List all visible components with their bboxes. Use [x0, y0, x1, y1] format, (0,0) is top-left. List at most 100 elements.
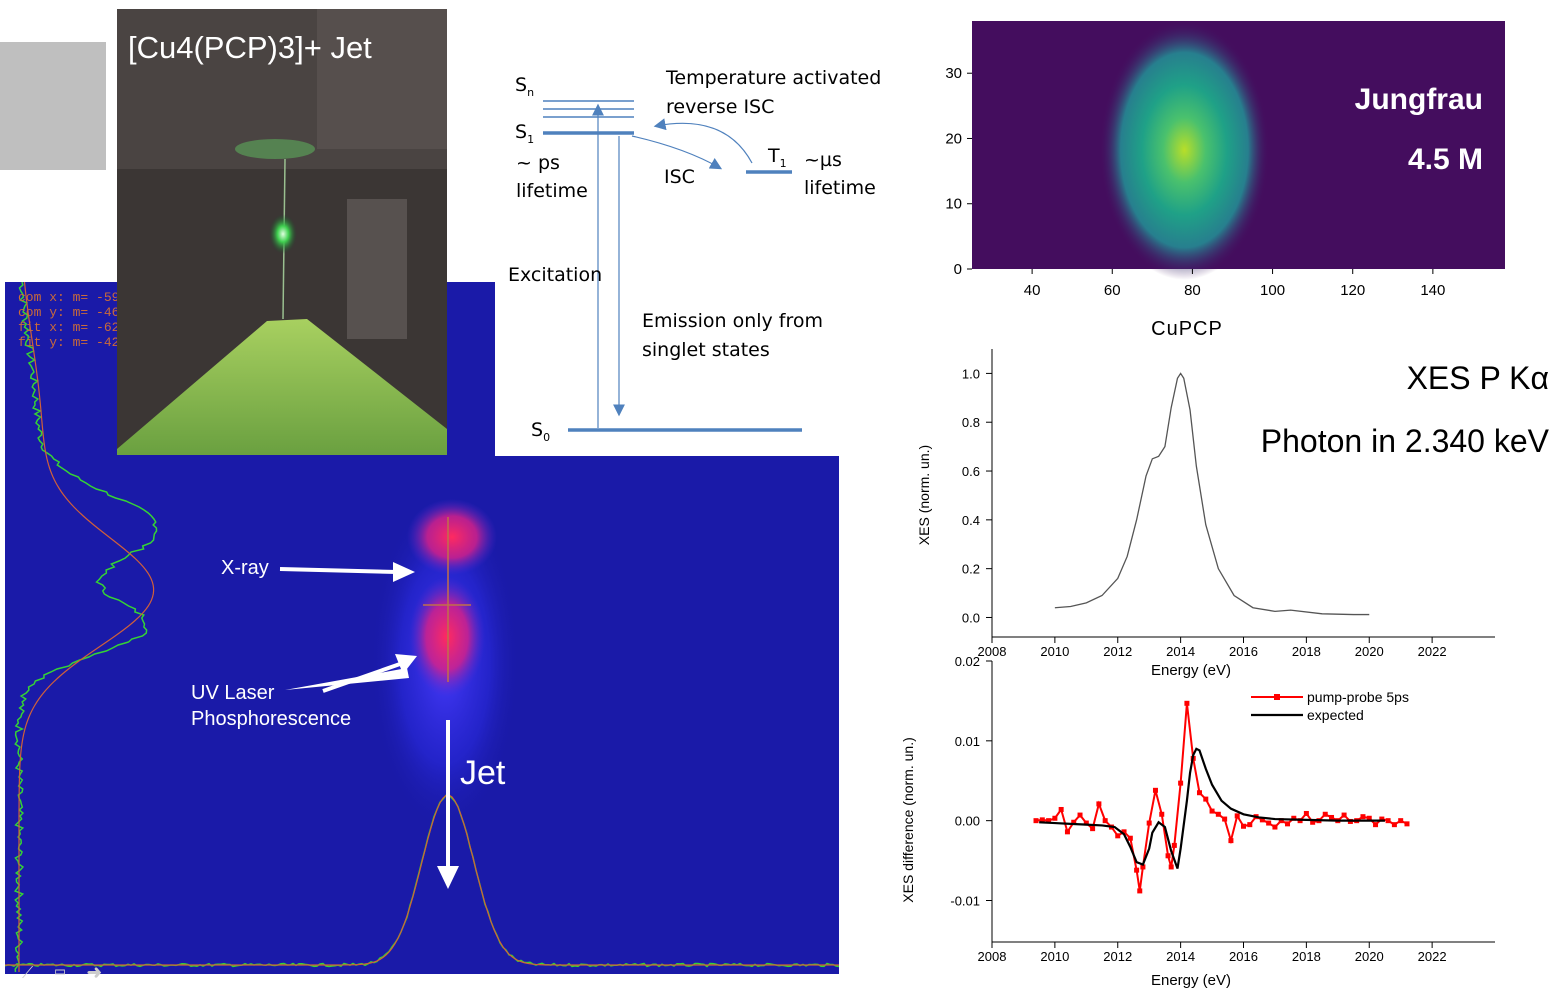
gray-accent-box [0, 42, 106, 170]
diff-axes: 2008 2010 2012 2014 2016 2018 2020 2022 -0.01 0.0… [950, 654, 1495, 964]
pump-probe-point [1329, 814, 1335, 820]
slide-nav-icons[interactable]: ⟋ ▭ ➜ [22, 965, 110, 982]
pump-probe-point [1165, 853, 1171, 859]
jungfrau-label: Jungfrau [1354, 83, 1483, 116]
jet-luminescence [269, 214, 297, 254]
pump-probe-point [1373, 822, 1379, 828]
x-tick-label: 2018 [1292, 949, 1321, 964]
pump-probe-point [1278, 818, 1284, 824]
jet-photo-illustration [117, 9, 447, 455]
x-tick-label: 2020 [1355, 949, 1384, 964]
pump-probe-point [1215, 811, 1221, 817]
x-tick-label: 2010 [1040, 644, 1069, 659]
xes-ylabel: XES (norm. un.) [916, 445, 932, 545]
xray-label: X-ray [221, 557, 269, 579]
jet-label: Jet [460, 754, 506, 792]
pump-probe-point [1178, 780, 1184, 786]
pump-probe-point [1134, 867, 1140, 873]
x-tick-label: 2014 [1166, 949, 1195, 964]
pump-probe-point [1303, 810, 1309, 816]
xes-svg: 2008 2010 2012 2014 2016 2018 2020 2022 0.0 0.2 0.… [916, 349, 1495, 679]
pump-probe-point [1184, 700, 1190, 706]
heatmap-y-tick-label: 30 [945, 65, 962, 82]
x-tick-label: 2014 [1166, 644, 1195, 659]
pump-probe-point [1285, 821, 1291, 827]
reverse-isc-label-1: Temperature activated [665, 67, 881, 89]
x-tick-label: 2022 [1418, 644, 1447, 659]
pump-probe-point [1366, 815, 1372, 821]
x-tick-label: 2022 [1418, 949, 1447, 964]
pump-probe-point [1052, 815, 1058, 821]
y-tick-label: 0.02 [955, 655, 980, 669]
heatmap-xlabel: CuPCP [1151, 318, 1223, 340]
pump-probe-point [1247, 822, 1253, 828]
diff-ylabel: XES difference (norm. un.) [900, 737, 916, 902]
y-tick-label: 0.01 [955, 734, 980, 749]
pump-probe-series-line [1035, 703, 1408, 892]
t1-lifetime-1: ~µs [804, 149, 842, 171]
photo-title: [Cu4(PCP)3]+ Jet [128, 30, 372, 65]
pump-probe-point [1064, 829, 1070, 835]
uv-laser-label: UV Laser [191, 682, 275, 704]
pump-probe-point [1228, 838, 1234, 844]
pump-probe-point [1090, 826, 1096, 832]
pump-probe-point [1140, 864, 1146, 870]
pump-probe-point [1360, 814, 1366, 820]
nozzle-cone [117, 319, 447, 455]
emission-label-2: singlet states [642, 339, 770, 361]
y-tick-label: 0.00 [955, 814, 980, 829]
pump-probe-point [1039, 817, 1045, 823]
heatmap-x-tick-label: 40 [1024, 282, 1041, 299]
heatmap-x-tick-label: 140 [1420, 282, 1445, 299]
detector-legend: com x: m= -59 com y: m= -46 fit x: m= -6… [18, 290, 119, 350]
heatmap-x-tick-label: 120 [1340, 282, 1365, 299]
xes-axes: 2008 2010 2012 2014 2016 2018 2020 2022 0.0 0.2 0.… [962, 349, 1495, 659]
heatmap-y-tick-label: 10 [945, 196, 962, 213]
xes-difference-chart: 2008 2010 2012 2014 2016 2018 2020 2022 -0.01 0.0… [895, 654, 1505, 995]
pump-probe-point [1341, 812, 1347, 818]
emission-label-1: Emission only from [642, 310, 823, 332]
pump-probe-point [1083, 820, 1089, 826]
legend-line: fit y: m= -42 [18, 335, 120, 350]
t1-lifetime-2: lifetime [804, 177, 876, 199]
pump-probe-point [1152, 787, 1158, 793]
jet-photo [117, 9, 447, 455]
pump-probe-point [1291, 815, 1297, 821]
uv-arrow-head [395, 654, 417, 674]
xray-spot [407, 499, 497, 575]
x-tick-label: 2016 [1229, 644, 1258, 659]
pump-probe-point [1146, 820, 1152, 826]
x-tick-label: 2008 [978, 949, 1007, 964]
pump-probe-point [1241, 823, 1246, 829]
pump-probe-point [1322, 811, 1328, 817]
s1-lifetime-2: lifetime [516, 180, 588, 202]
heatmap-x-tick-label: 80 [1184, 282, 1201, 299]
x-tick-label: 2012 [1103, 644, 1132, 659]
photo-bracket [347, 199, 407, 339]
heatmap-x-tick-label: 100 [1260, 282, 1285, 299]
pump-probe-point [1272, 824, 1278, 830]
detector-cover [495, 282, 840, 456]
diff-svg: 2008 2010 2012 2014 2016 2018 2020 2022 -0.01 0.0… [900, 654, 1495, 989]
pump-probe-point [1077, 812, 1083, 818]
legend-line: com y: m= -46 [18, 305, 120, 320]
jet-arrow-head [437, 866, 459, 889]
xes-title: XES P Kα [1406, 360, 1549, 396]
legend-expected: expected [1307, 707, 1364, 723]
y-tick-label: 0.2 [962, 562, 980, 577]
vertical-profile-fit [18, 282, 155, 972]
y-tick-label: 0.6 [962, 464, 980, 479]
pump-probe-point [1222, 816, 1228, 822]
pump-probe-point [1379, 816, 1385, 822]
pump-probe-point [1171, 842, 1177, 848]
pump-probe-point [1391, 822, 1397, 828]
pump-probe-point [1159, 811, 1165, 817]
pump-probe-point [1137, 888, 1143, 894]
vertical-profile-data [13, 282, 158, 973]
jungfrau-heatmap-chart: 40 60 80 100 120 140 0 10 20 30 CuPCP Jungfrau 4.… [930, 10, 1530, 340]
photo-reflection [317, 9, 447, 149]
legend-line: com x: m= -59 [18, 290, 120, 305]
photon-energy-title: Photon in 2.340 keV [1260, 423, 1549, 459]
jet-droplet-glow [235, 139, 315, 159]
heatmap-x-tick-label: 60 [1104, 282, 1121, 299]
